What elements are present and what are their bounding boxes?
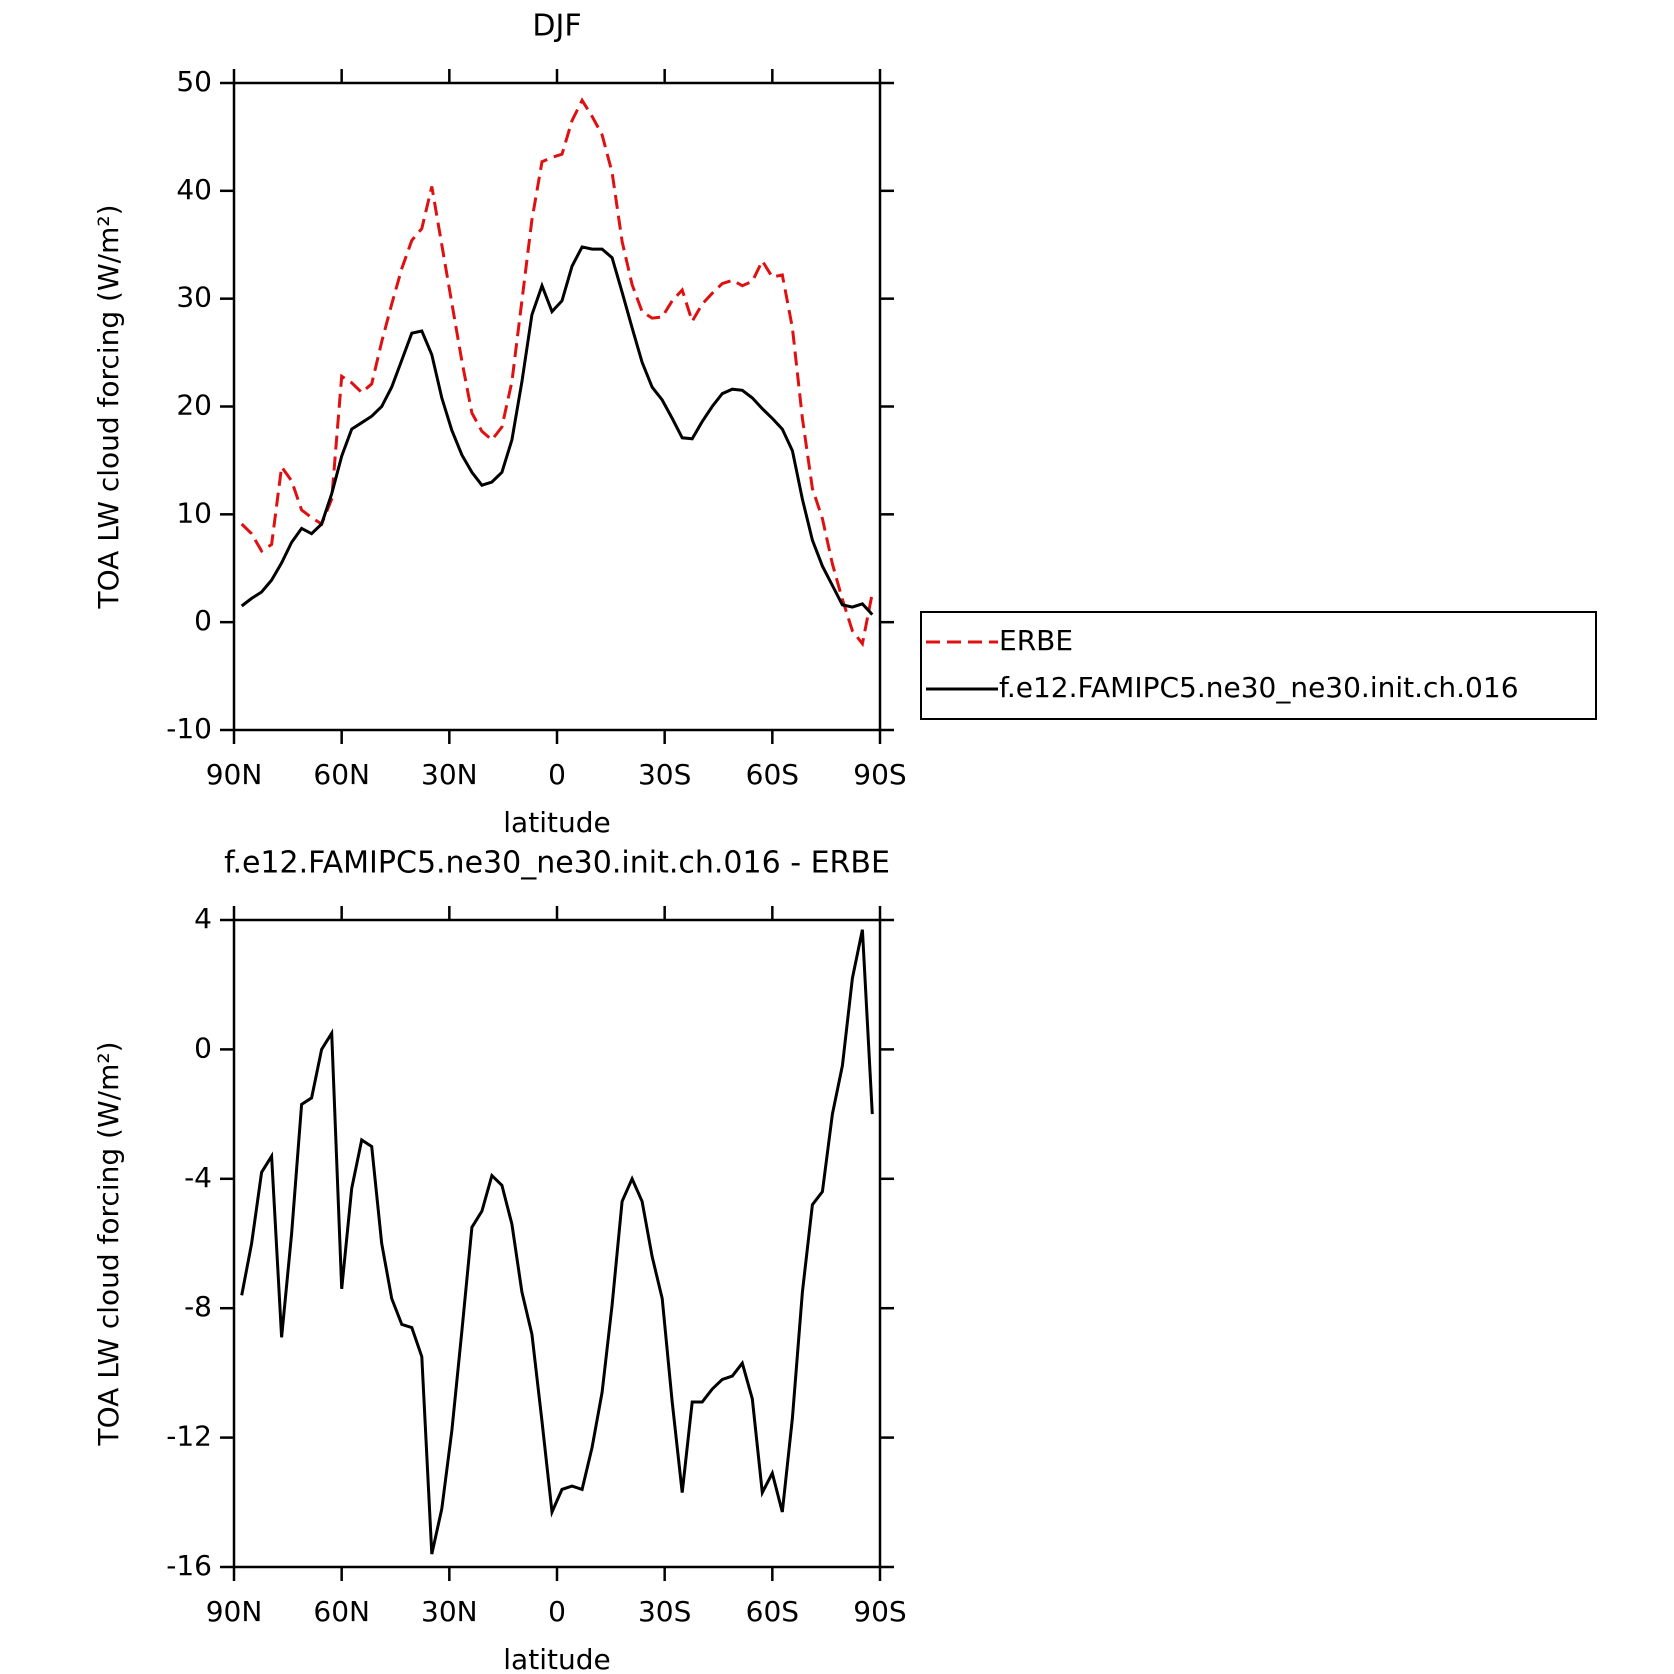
x-tick-label: 60S — [746, 1595, 799, 1628]
y-tick-label: 0 — [194, 604, 212, 637]
data-line — [240, 97, 874, 648]
y-tick-label: 40 — [176, 173, 212, 206]
chart-title: DJF — [532, 9, 581, 44]
y-tick-label: -16 — [166, 1549, 212, 1582]
x-tick-label: 60N — [313, 1595, 370, 1628]
y-axis-label: TOA LW cloud forcing (W/m²) — [92, 205, 125, 610]
y-tick-label: -12 — [166, 1420, 212, 1453]
y-tick-label: -8 — [184, 1290, 212, 1323]
y-tick-label: 50 — [176, 65, 212, 98]
x-tick-label: 90S — [853, 758, 906, 791]
x-axis-label: latitude — [503, 806, 610, 839]
y-tick-label: 20 — [176, 389, 212, 422]
y-tick-label: -4 — [184, 1161, 212, 1194]
x-tick-label: 30S — [638, 1595, 691, 1628]
y-tick-label: 10 — [176, 496, 212, 529]
chart-title: f.e12.FAMIPC5.ne30_ne30.init.ch.016 - ER… — [224, 846, 890, 881]
plot-frame — [232, 81, 882, 732]
legend-box — [920, 611, 1597, 720]
x-tick-label: 60N — [313, 758, 370, 791]
x-tick-label: 90N — [206, 1595, 263, 1628]
x-tick-label: 90N — [206, 758, 263, 791]
x-axis-label: latitude — [503, 1643, 610, 1674]
x-tick-label: 60S — [746, 758, 799, 791]
x-tick-label: 30S — [638, 758, 691, 791]
x-tick-label: 0 — [548, 1595, 566, 1628]
x-tick-label: 30N — [421, 758, 478, 791]
y-tick-label: -10 — [166, 712, 212, 745]
x-tick-label: 90S — [853, 1595, 906, 1628]
plot-frame — [232, 918, 882, 1569]
x-tick-label: 30N — [421, 1595, 478, 1628]
y-tick-label: 0 — [194, 1031, 212, 1064]
legend-label: ERBE — [999, 624, 1073, 657]
data-line — [240, 929, 874, 1555]
legend-label: f.e12.FAMIPC5.ne30_ne30.init.ch.016 — [999, 671, 1519, 704]
y-tick-label: 30 — [176, 281, 212, 314]
y-axis-label: TOA LW cloud forcing (W/m²) — [92, 1042, 125, 1447]
y-tick-label: 4 — [194, 902, 212, 935]
x-tick-label: 0 — [548, 758, 566, 791]
data-line — [240, 245, 874, 616]
